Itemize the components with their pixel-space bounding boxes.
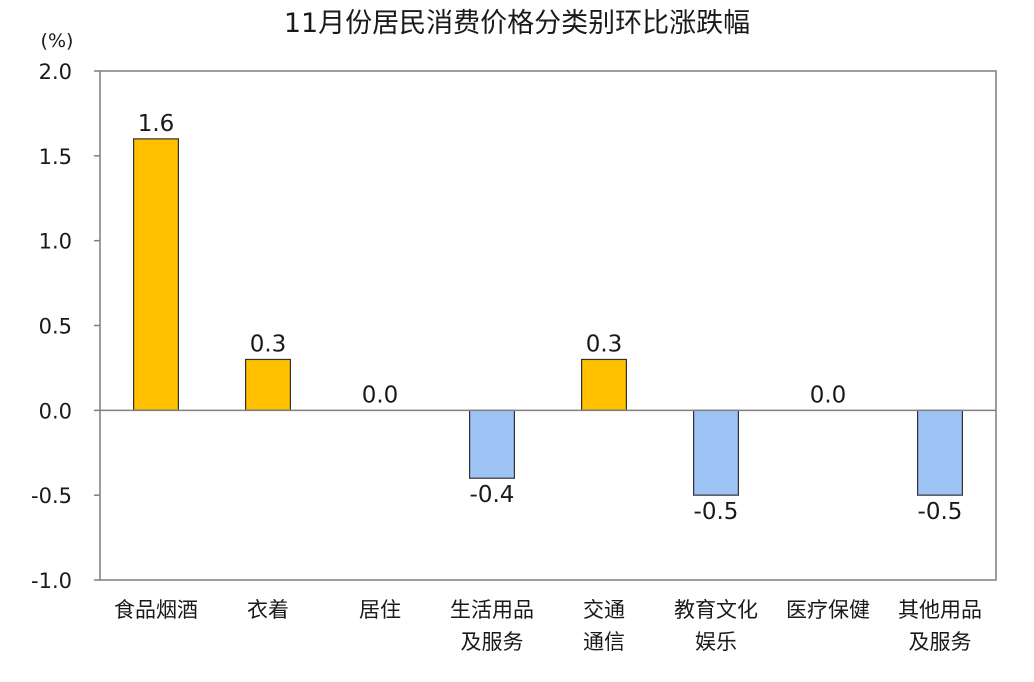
x-category-label: 通信: [583, 630, 625, 654]
y-tick-label: 0.0: [39, 399, 72, 423]
bar-value-label: 0.0: [810, 382, 847, 408]
x-category-label: 医疗保健: [786, 598, 870, 622]
bar-value-label: -0.5: [918, 499, 963, 525]
bar: [916, 409, 963, 496]
x-category-label: 衣着: [247, 598, 289, 622]
plot-area-frame: [99, 70, 997, 581]
x-category-label: 生活用品: [450, 598, 534, 622]
x-category-label: 居住: [359, 598, 401, 622]
bar-value-label: 0.3: [250, 331, 287, 357]
bar-value-label: 0.0: [362, 382, 399, 408]
x-category-label: 食品烟酒: [114, 598, 198, 622]
y-tick-label: 0.5: [39, 315, 72, 339]
bar: [692, 409, 739, 496]
bar-series: [133, 138, 963, 496]
y-tick-label: -0.5: [31, 484, 72, 508]
x-category-label: 及服务: [909, 630, 972, 654]
data-labels: 1.6 0.3 0.0 -0.4 0.3 -0.5 0.0 -0.5: [138, 111, 963, 525]
y-tick-label: 1.0: [39, 230, 72, 254]
bar: [245, 358, 292, 411]
y-axis: 2.0 1.5 1.0 0.5 0.0 -0.5 -1.0: [31, 60, 100, 593]
bar-value-label: 0.3: [586, 331, 623, 357]
bar-value-label: -0.4: [470, 482, 515, 508]
bar-value-label: 1.6: [138, 111, 175, 137]
y-tick-label: 1.5: [39, 145, 72, 169]
y-axis-unit-label: (%): [41, 30, 74, 52]
bar: [133, 138, 180, 411]
chart-title: 11月份居民消费价格分类别环比涨跌幅: [284, 8, 750, 39]
x-category-label: 教育文化: [674, 598, 758, 622]
x-category-label: 其他用品: [898, 598, 982, 622]
x-category-label: 及服务: [461, 630, 524, 654]
bar-value-label: -0.5: [694, 499, 739, 525]
bar: [469, 409, 516, 479]
y-tick-label: 2.0: [39, 60, 72, 84]
bar: [580, 358, 627, 411]
x-category-label: 交通: [583, 598, 625, 622]
x-category-label: 娱乐: [695, 630, 737, 654]
y-tick-label: -1.0: [31, 569, 72, 593]
